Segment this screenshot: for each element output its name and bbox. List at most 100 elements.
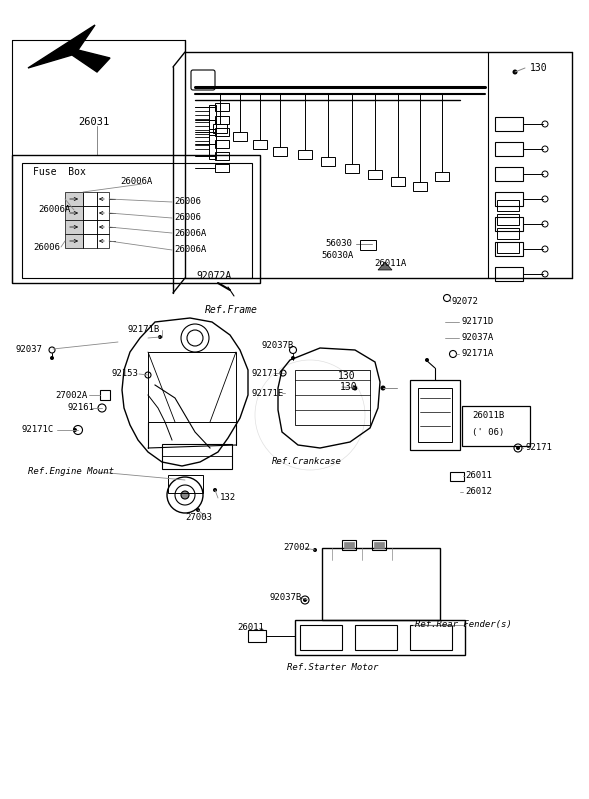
Bar (168, 475, 203, 493)
Text: 92072A: 92072A (196, 271, 231, 281)
Text: 27002: 27002 (283, 543, 310, 552)
Text: 56030A: 56030A (321, 252, 353, 260)
Bar (209, 105, 216, 129)
Bar (83, 234, 97, 248)
Bar (22, 163, 252, 278)
Bar (83, 220, 97, 234)
Circle shape (352, 385, 358, 391)
Text: Ref.Rear Fender(s): Ref.Rear Fender(s) (415, 621, 512, 630)
Bar (215, 116, 229, 124)
Text: 92171B: 92171B (128, 325, 160, 335)
Bar (497, 228, 519, 239)
Circle shape (73, 428, 77, 432)
Bar (342, 540, 356, 550)
Text: 26012: 26012 (465, 487, 492, 496)
Bar (209, 120, 216, 144)
Bar (360, 240, 376, 250)
Text: 92037B: 92037B (262, 341, 294, 351)
Bar (322, 548, 440, 620)
Circle shape (291, 356, 295, 360)
Bar (450, 472, 464, 481)
Bar (215, 140, 229, 148)
Bar (273, 147, 287, 156)
Bar (495, 142, 523, 156)
Text: 92161: 92161 (67, 403, 94, 412)
Bar (12, 155, 260, 283)
Bar (65, 206, 83, 220)
Polygon shape (378, 262, 392, 270)
Bar (233, 132, 247, 141)
Bar (410, 625, 452, 650)
Text: 26006A: 26006A (174, 229, 206, 237)
Bar (295, 620, 465, 655)
Text: 26011A: 26011A (374, 260, 406, 268)
Text: 130: 130 (340, 382, 358, 392)
Bar (97, 234, 109, 248)
Text: 26006A: 26006A (174, 245, 206, 255)
Bar (410, 380, 460, 450)
Text: Fuse  Box: Fuse Box (33, 167, 86, 177)
Circle shape (158, 335, 162, 339)
Text: 26006A: 26006A (120, 177, 152, 186)
Bar (495, 192, 523, 206)
Bar (209, 135, 216, 159)
Bar (368, 170, 382, 179)
Text: 130: 130 (530, 63, 548, 73)
Text: 26011: 26011 (465, 471, 492, 480)
Bar (495, 242, 523, 256)
Bar (298, 150, 312, 159)
Bar (162, 444, 232, 469)
Text: 56030: 56030 (325, 240, 352, 248)
Bar (215, 103, 229, 111)
Bar (97, 220, 109, 234)
Text: Ref.Frame: Ref.Frame (205, 305, 258, 315)
Bar (495, 267, 523, 281)
Text: 92171: 92171 (525, 443, 552, 452)
Bar (97, 192, 109, 206)
Polygon shape (28, 25, 110, 72)
Bar (372, 540, 386, 550)
Text: 26006: 26006 (33, 243, 60, 252)
Bar (374, 542, 384, 548)
Text: 26006: 26006 (174, 213, 201, 222)
Bar (83, 206, 97, 220)
Text: Ref.Engine Mount: Ref.Engine Mount (28, 467, 114, 476)
Bar (253, 140, 267, 149)
Bar (215, 152, 229, 160)
Text: 92171: 92171 (252, 368, 279, 377)
Text: 92171C: 92171C (22, 426, 54, 435)
Bar (97, 206, 109, 220)
Circle shape (516, 446, 520, 450)
Bar (435, 172, 449, 181)
Text: 132: 132 (220, 494, 236, 503)
Bar (65, 234, 83, 248)
Bar (355, 625, 397, 650)
Bar (344, 542, 354, 548)
Circle shape (313, 548, 317, 552)
Bar (248, 630, 266, 642)
Bar (300, 625, 342, 650)
Text: 27003: 27003 (185, 514, 212, 523)
Text: 26006A: 26006A (38, 205, 70, 214)
Bar (65, 220, 83, 234)
Text: 92153: 92153 (112, 369, 139, 379)
Circle shape (303, 598, 307, 602)
Bar (215, 128, 229, 136)
Circle shape (512, 70, 518, 74)
Bar (462, 406, 530, 446)
Bar (295, 370, 370, 425)
Bar (148, 352, 236, 422)
Text: 92171E: 92171E (252, 388, 284, 397)
Text: 92037A: 92037A (461, 333, 493, 343)
Bar (418, 388, 452, 442)
Text: 26011B: 26011B (472, 411, 504, 420)
Circle shape (181, 491, 189, 499)
Text: 27002A: 27002A (55, 391, 87, 400)
Text: Ref.Crankcase: Ref.Crankcase (272, 458, 342, 467)
Bar (413, 182, 427, 191)
Circle shape (196, 508, 200, 512)
Text: 92037B: 92037B (270, 594, 302, 602)
Circle shape (213, 488, 217, 492)
Bar (65, 192, 83, 206)
Bar (100, 390, 110, 400)
